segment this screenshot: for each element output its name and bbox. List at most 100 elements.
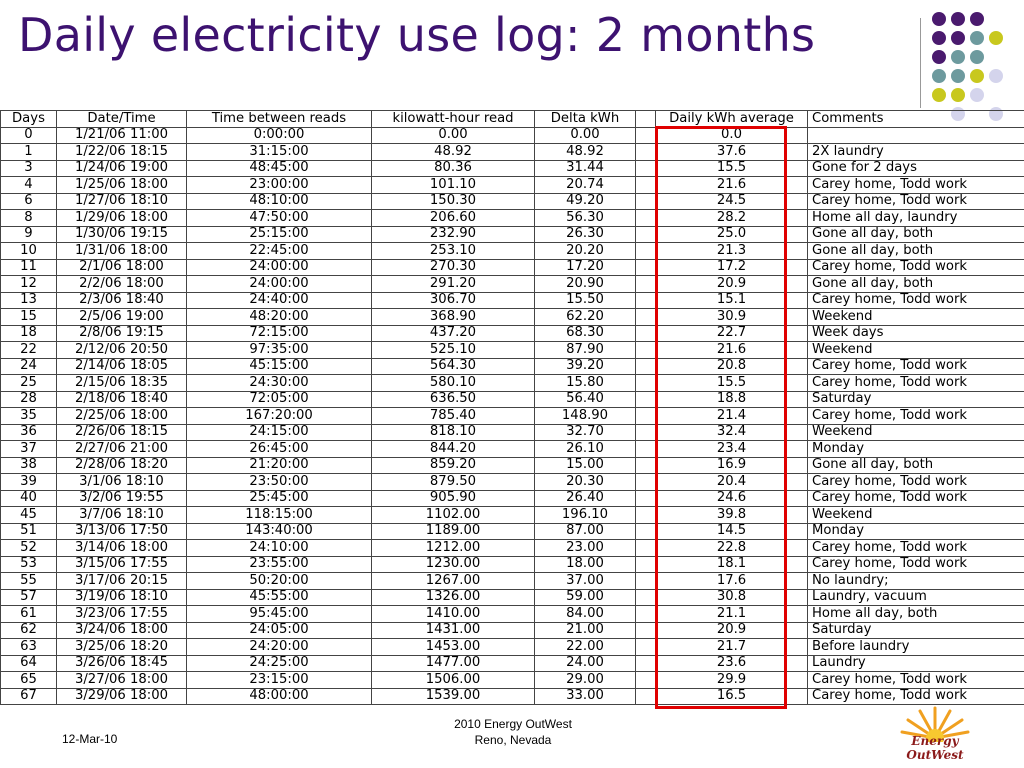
comments-cell: Carey home, Todd work xyxy=(807,473,1024,491)
days-cell: 40 xyxy=(0,489,57,507)
table-row: 45 3/7/06 18:10 118:15:00 1102.00 196.10 39.8… xyxy=(0,506,1024,524)
kwh-read-cell: 1539.00 xyxy=(371,687,535,705)
kwh-read-cell: 150.30 xyxy=(371,192,535,210)
date-time-cell: 1/27/06 18:10 xyxy=(56,192,187,210)
date-time-cell: 2/12/06 20:50 xyxy=(56,341,187,359)
kwh-read-cell: 1410.00 xyxy=(371,605,535,623)
spacer-cell xyxy=(635,440,656,458)
days-cell: 61 xyxy=(0,605,57,623)
header-delta-kwh: Delta kWh xyxy=(534,110,636,128)
daily-average-cell: 16.5 xyxy=(655,687,808,705)
time-between-cell: 24:05:00 xyxy=(186,621,372,639)
header-days: Days xyxy=(0,110,57,128)
table-row: 12 2/2/06 18:00 24:00:00 291.20 20.90 20.9 Gon… xyxy=(0,275,1024,293)
delta-kwh-cell: 26.40 xyxy=(534,489,636,507)
decorative-dot xyxy=(970,69,984,83)
daily-average-cell: 14.5 xyxy=(655,522,808,540)
date-time-cell: 2/1/06 18:00 xyxy=(56,258,187,276)
daily-average-cell: 21.3 xyxy=(655,242,808,260)
decorative-dot xyxy=(932,69,946,83)
spacer-cell xyxy=(635,275,656,293)
spacer-cell xyxy=(635,374,656,392)
decorative-dot xyxy=(989,31,1003,45)
kwh-read-cell: 525.10 xyxy=(371,341,535,359)
time-between-cell: 97:35:00 xyxy=(186,341,372,359)
time-between-cell: 22:45:00 xyxy=(186,242,372,260)
comments-cell: Weekend xyxy=(807,423,1024,441)
delta-kwh-cell: 37.00 xyxy=(534,572,636,590)
time-between-cell: 167:20:00 xyxy=(186,407,372,425)
date-time-cell: 2/8/06 19:15 xyxy=(56,324,187,342)
date-time-cell: 3/24/06 18:00 xyxy=(56,621,187,639)
decorative-dot xyxy=(932,50,946,64)
divider-line xyxy=(920,18,921,108)
spacer-cell xyxy=(635,621,656,639)
spacer-cell xyxy=(635,258,656,276)
comments-cell: Gone all day, both xyxy=(807,225,1024,243)
comments-cell: Saturday xyxy=(807,621,1024,639)
time-between-cell: 50:20:00 xyxy=(186,572,372,590)
time-between-cell: 25:15:00 xyxy=(186,225,372,243)
kwh-read-cell: 232.90 xyxy=(371,225,535,243)
footer-event-name: 2010 Energy OutWest xyxy=(454,717,572,731)
table-row: 8 1/29/06 18:00 47:50:00 206.60 56.30 28.2 Hom… xyxy=(0,209,1024,227)
delta-kwh-cell: 23.00 xyxy=(534,539,636,557)
daily-average-cell: 39.8 xyxy=(655,506,808,524)
date-time-cell: 1/30/06 19:15 xyxy=(56,225,187,243)
time-between-cell: 24:15:00 xyxy=(186,423,372,441)
delta-kwh-cell: 31.44 xyxy=(534,159,636,177)
header-daily-kwh-average: Daily kWh average xyxy=(655,110,808,128)
date-time-cell: 2/26/06 18:15 xyxy=(56,423,187,441)
date-time-cell: 3/19/06 18:10 xyxy=(56,588,187,606)
kwh-read-cell: 253.10 xyxy=(371,242,535,260)
comments-cell: Carey home, Todd work xyxy=(807,357,1024,375)
comments-cell: Weekend xyxy=(807,308,1024,326)
daily-average-cell: 17.2 xyxy=(655,258,808,276)
comments-cell: No laundry; xyxy=(807,572,1024,590)
daily-average-cell: 37.6 xyxy=(655,143,808,161)
delta-kwh-cell: 0.00 xyxy=(534,126,636,144)
days-cell: 4 xyxy=(0,176,57,194)
time-between-cell: 23:00:00 xyxy=(186,176,372,194)
days-cell: 18 xyxy=(0,324,57,342)
spacer-cell xyxy=(635,423,656,441)
time-between-cell: 0:00:00 xyxy=(186,126,372,144)
table-row: 4 1/25/06 18:00 23:00:00 101.10 20.74 21.6 Car… xyxy=(0,176,1024,194)
decorative-dot xyxy=(970,50,984,64)
decorative-dot xyxy=(932,31,946,45)
date-time-cell: 3/14/06 18:00 xyxy=(56,539,187,557)
days-cell: 36 xyxy=(0,423,57,441)
daily-average-cell: 17.6 xyxy=(655,572,808,590)
daily-average-cell: 15.5 xyxy=(655,374,808,392)
spacer-cell xyxy=(635,539,656,557)
table-row: 36 2/26/06 18:15 24:15:00 818.10 32.70 32.4 We… xyxy=(0,423,1024,441)
decorative-dot xyxy=(951,12,965,26)
spacer-cell xyxy=(635,390,656,408)
date-time-cell: 3/15/06 17:55 xyxy=(56,555,187,573)
delta-kwh-cell: 148.90 xyxy=(534,407,636,425)
date-time-cell: 3/13/06 17:50 xyxy=(56,522,187,540)
comments-cell: Carey home, Todd work xyxy=(807,258,1024,276)
delta-kwh-cell: 56.30 xyxy=(534,209,636,227)
daily-average-cell: 18.8 xyxy=(655,390,808,408)
spacer-cell xyxy=(635,308,656,326)
days-cell: 64 xyxy=(0,654,57,672)
header-comments: Comments xyxy=(807,110,1024,128)
table-row: 39 3/1/06 18:10 23:50:00 879.50 20.30 20.4 Car… xyxy=(0,473,1024,491)
table-row: 51 3/13/06 17:50 143:40:00 1189.00 87.00 14.5… xyxy=(0,522,1024,540)
days-cell: 67 xyxy=(0,687,57,705)
spacer-cell xyxy=(635,159,656,177)
days-cell: 39 xyxy=(0,473,57,491)
days-cell: 15 xyxy=(0,308,57,326)
delta-kwh-cell: 26.30 xyxy=(534,225,636,243)
spacer-cell xyxy=(635,489,656,507)
days-cell: 6 xyxy=(0,192,57,210)
days-cell: 25 xyxy=(0,374,57,392)
date-time-cell: 2/28/06 18:20 xyxy=(56,456,187,474)
time-between-cell: 26:45:00 xyxy=(186,440,372,458)
spacer-cell xyxy=(635,209,656,227)
time-between-cell: 24:25:00 xyxy=(186,654,372,672)
kwh-read-cell: 1506.00 xyxy=(371,671,535,689)
daily-average-cell: 29.9 xyxy=(655,671,808,689)
table-row: 1 1/22/06 18:15 31:15:00 48.92 48.92 37.6 2X l… xyxy=(0,143,1024,161)
